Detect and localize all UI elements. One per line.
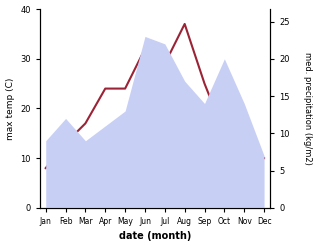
Y-axis label: max temp (C): max temp (C)	[5, 77, 15, 140]
X-axis label: date (month): date (month)	[119, 231, 191, 242]
Y-axis label: med. precipitation (kg/m2): med. precipitation (kg/m2)	[303, 52, 313, 165]
